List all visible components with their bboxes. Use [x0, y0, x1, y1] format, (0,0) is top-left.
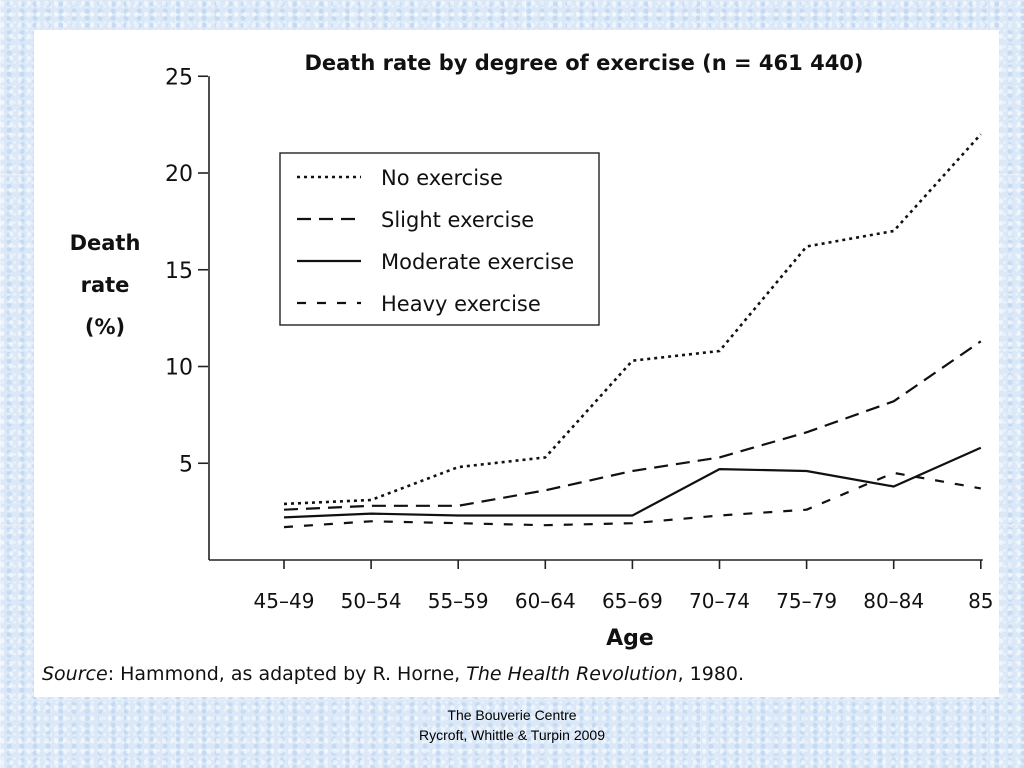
x-tick-label: 60–64: [515, 589, 576, 613]
legend-label: No exercise: [381, 166, 503, 190]
source-note-part: Source: [42, 663, 108, 685]
line-chart: Death rate by degree of exercise (n = 46…: [42, 51, 994, 685]
series-line-no-exercise: [283, 133, 982, 506]
source-note-part: : Hammond, as adapted by R. Horne,: [108, 663, 467, 685]
y-axis-label: rate: [81, 273, 130, 297]
source-note-part: , 1980.: [678, 663, 744, 685]
x-tick-label: 85: [968, 589, 993, 613]
y-tick-label: 10: [165, 356, 193, 381]
legend-label: Heavy exercise: [381, 292, 541, 316]
x-tick-label: 45–49: [254, 589, 315, 613]
x-axis-label: Age: [606, 626, 654, 651]
source-note-part: The Health Revolution: [466, 663, 677, 685]
legend-label: Moderate exercise: [381, 250, 574, 274]
series-line-heavy-exercise: [283, 471, 981, 529]
series-line-moderate-exercise: [283, 446, 982, 519]
footer-credit: The Bouverie Centre Rycroft, Whittle & T…: [0, 705, 1024, 745]
y-tick-label: 5: [179, 452, 193, 477]
x-tick-label: 80–84: [863, 589, 924, 613]
y-tick-label: 15: [165, 259, 193, 284]
source-note: Source: Hammond, as adapted by R. Horne,…: [42, 663, 744, 685]
x-tick-label: 70–74: [689, 589, 750, 613]
chart-title: Death rate by degree of exercise (n = 46…: [304, 51, 863, 75]
y-tick-label: 25: [165, 65, 193, 90]
footer-organization: The Bouverie Centre: [447, 707, 577, 723]
x-tick-label: 75–79: [776, 589, 837, 613]
x-tick-label: 65–69: [602, 589, 663, 613]
legend-box: [279, 152, 600, 326]
x-tick-label: 55–59: [428, 589, 489, 613]
y-axis-label: Death: [70, 231, 141, 255]
legend-label: Slight exercise: [381, 208, 534, 232]
series-line-slight-exercise: [283, 340, 982, 511]
x-tick-label: 50–54: [341, 589, 402, 613]
footer-authors: Rycroft, Whittle & Turpin 2009: [419, 727, 605, 743]
y-tick-label: 20: [165, 162, 193, 187]
y-axis-label: (%): [85, 315, 125, 339]
chart-panel: Death rate by degree of exercise (n = 46…: [34, 30, 999, 697]
